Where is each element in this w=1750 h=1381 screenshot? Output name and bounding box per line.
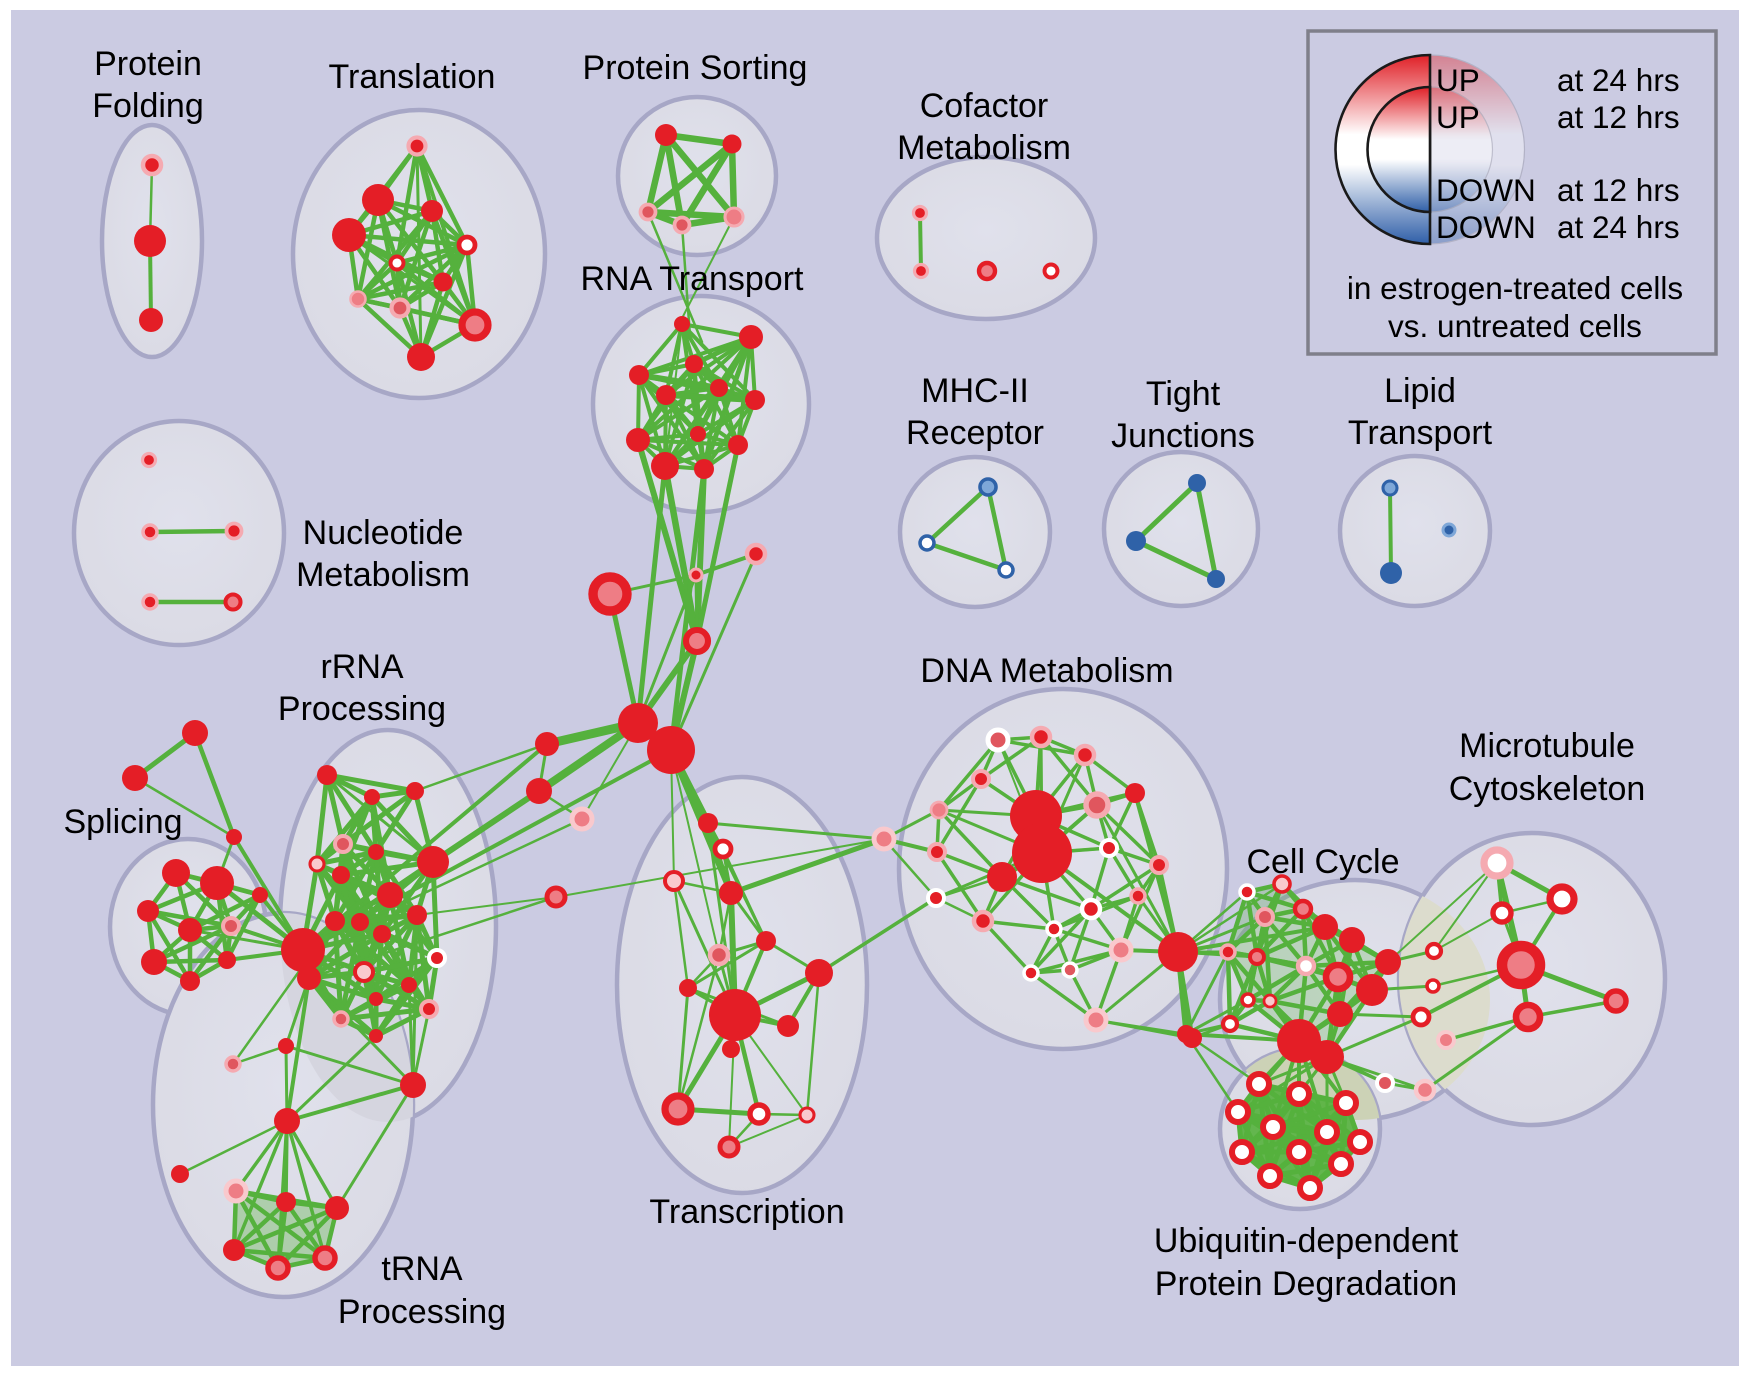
svg-text:vs. untreated cells: vs. untreated cells (1388, 308, 1642, 344)
svg-text:at 24 hrs: at 24 hrs (1557, 209, 1680, 245)
svg-text:Transcription: Transcription (649, 1193, 844, 1231)
svg-text:MHC-II: MHC-II (921, 372, 1029, 410)
svg-text:Nucleotide: Nucleotide (303, 514, 464, 552)
svg-text:at 24 hrs: at 24 hrs (1557, 62, 1680, 98)
svg-text:Microtubule: Microtubule (1459, 727, 1635, 765)
svg-text:Cofactor: Cofactor (920, 87, 1049, 125)
svg-text:Lipid: Lipid (1384, 372, 1456, 410)
svg-text:Tight: Tight (1146, 375, 1221, 413)
svg-text:DOWN: DOWN (1436, 209, 1536, 245)
svg-text:Folding: Folding (92, 87, 204, 125)
svg-text:DNA Metabolism: DNA Metabolism (920, 652, 1173, 690)
svg-text:Protein Sorting: Protein Sorting (583, 49, 808, 87)
svg-text:Metabolism: Metabolism (897, 129, 1071, 167)
svg-text:Translation: Translation (329, 58, 496, 96)
svg-text:UP: UP (1436, 99, 1480, 135)
svg-text:UP: UP (1436, 62, 1480, 98)
svg-text:RNA Transport: RNA Transport (581, 260, 805, 298)
svg-text:at 12 hrs: at 12 hrs (1557, 172, 1680, 208)
svg-text:Cytoskeleton: Cytoskeleton (1449, 770, 1646, 808)
svg-text:Protein: Protein (94, 45, 202, 83)
svg-text:tRNA: tRNA (381, 1250, 463, 1288)
svg-text:Metabolism: Metabolism (296, 556, 470, 594)
svg-text:Splicing: Splicing (63, 803, 182, 841)
svg-text:rRNA: rRNA (320, 648, 403, 686)
svg-text:Junctions: Junctions (1111, 417, 1255, 455)
svg-text:Transport: Transport (1348, 414, 1493, 452)
svg-text:DOWN: DOWN (1436, 172, 1536, 208)
svg-text:Protein Degradation: Protein Degradation (1155, 1265, 1457, 1303)
svg-text:Cell Cycle: Cell Cycle (1246, 843, 1399, 881)
svg-text:Processing: Processing (278, 690, 446, 728)
svg-text:Ubiquitin-dependent: Ubiquitin-dependent (1154, 1222, 1459, 1260)
svg-text:Receptor: Receptor (906, 414, 1044, 452)
svg-text:Processing: Processing (338, 1293, 506, 1331)
svg-text:in estrogen-treated cells: in estrogen-treated cells (1347, 270, 1683, 306)
svg-text:at 12 hrs: at 12 hrs (1557, 99, 1680, 135)
